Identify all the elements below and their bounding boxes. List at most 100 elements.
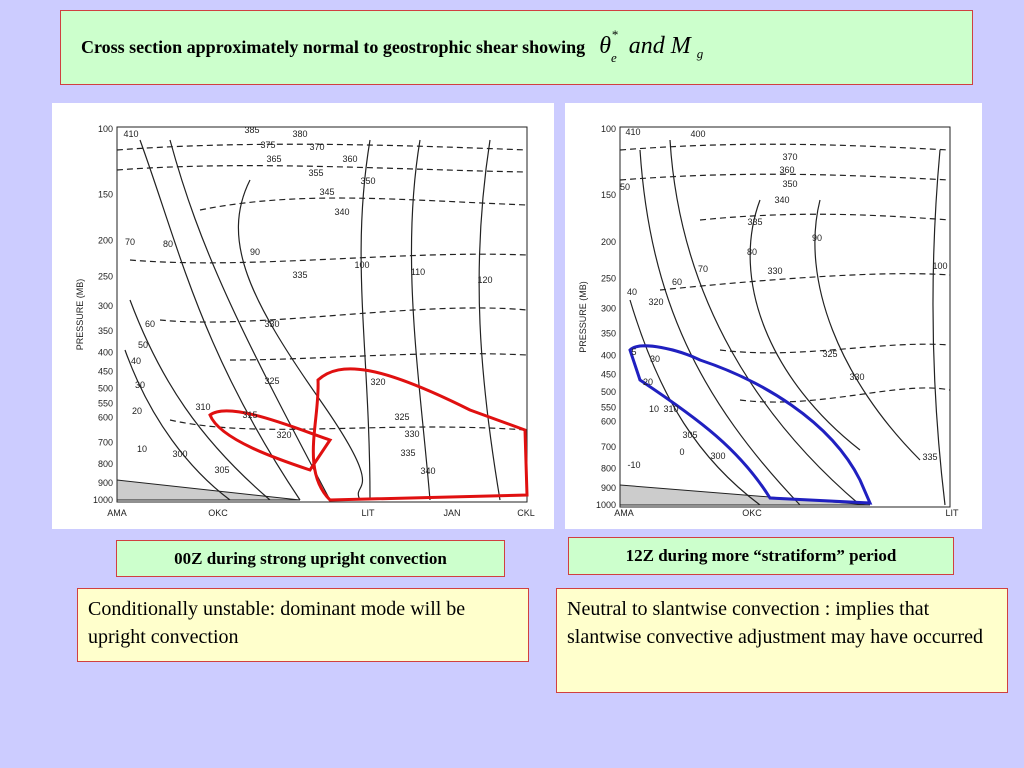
contour-label: 325 (822, 349, 837, 359)
contour-label: 380 (292, 129, 307, 139)
and: and (628, 32, 665, 59)
contour-label: 70 (125, 237, 135, 247)
caption: 12Z during more “stratiform” period (625, 546, 897, 565)
station-label: OKC (742, 508, 762, 518)
contour-label: 90 (812, 233, 822, 243)
contour-label: 10 (137, 444, 147, 454)
contour-label: 375 (260, 140, 275, 150)
sub: e (610, 50, 617, 66)
contour-label: 10 (649, 404, 659, 414)
station-label: AMA (107, 508, 127, 518)
contour-label: 310 (195, 402, 210, 412)
pressure-label: 300 (98, 301, 113, 311)
contour-label: 100 (932, 261, 947, 271)
contour-label: 350 (782, 179, 797, 189)
contour-label: 345 (319, 187, 334, 197)
pressure-label: 100 (601, 124, 616, 134)
note: Neutral to slantwise convection : implie… (567, 598, 983, 648)
cross-section-00z: 100 150 200 250 300 350 400 450 500 550 600 700 800 9… (52, 103, 554, 529)
caption-box: 12Z during more “stratiform” period (568, 537, 954, 575)
contour-label: 80 (747, 247, 757, 257)
pressure-label: 250 (98, 272, 113, 282)
contour-label: 325 (264, 376, 279, 386)
contour-label: 5 (631, 347, 636, 357)
contour-label: 385 (244, 125, 259, 135)
pressure-label: 800 (601, 464, 616, 474)
y-axis-label: PRESSURE (MB) (578, 281, 588, 353)
caption: 00Z during strong upright convection (174, 548, 447, 568)
contour-label: 320 (276, 430, 291, 440)
contour-label: 340 (420, 466, 435, 476)
contour-label: 90 (250, 247, 260, 257)
pressure-label: 700 (98, 438, 113, 448)
contour-label: 300 (172, 449, 187, 459)
contour-label: 400 (690, 129, 705, 139)
pressure-label: 500 (98, 383, 113, 393)
contour-label: 310 (663, 404, 678, 414)
pressure-label: 300 (601, 303, 616, 313)
title-box: Cross section approximately normal to ge… (60, 10, 973, 85)
contour-label: 330 (849, 372, 864, 382)
note: Conditionally unstable: dominant mode wi… (88, 598, 466, 648)
note-box: Neutral to slantwise convection : implie… (556, 588, 1008, 693)
contour-label: 320 (648, 297, 663, 307)
pressure-label: 350 (601, 329, 616, 339)
cross-section-12z: 1001502002503003504004505005506007008009… (565, 103, 982, 529)
pressure-label: 700 (601, 442, 616, 452)
pressure-label: 550 (98, 399, 113, 409)
pressure-label: 400 (601, 350, 616, 360)
pressure-label: 450 (601, 370, 616, 380)
contour-label: 330 (264, 319, 279, 329)
contour-label: -10 (627, 460, 640, 470)
contour-label: 20 (132, 406, 142, 416)
contour-label: 30 (135, 380, 145, 390)
contour-label: 40 (627, 287, 637, 297)
contour-label: 370 (309, 142, 324, 152)
station-label: JAN (443, 508, 460, 518)
pressure-label: 1000 (93, 495, 113, 505)
contour-label: 370 (782, 152, 797, 162)
pressure-label: 600 (98, 413, 113, 423)
contour-label: 340 (774, 195, 789, 205)
contour-label: 335 (922, 452, 937, 462)
y-axis-label: PRESSURE (MB) (75, 279, 85, 351)
contour-label: 50 (138, 340, 148, 350)
theta: θ (599, 32, 611, 59)
caption-box: 00Z during strong upright convection (116, 540, 505, 577)
contour-label: 30 (650, 354, 660, 364)
contour-label: 320 (370, 377, 385, 387)
station-label: LIT (945, 508, 959, 518)
title: Cross section approximately normal to ge… (81, 37, 586, 57)
pressure-label: 1000 (596, 500, 616, 510)
pressure-label: 150 (601, 190, 616, 200)
contour-label: 360 (779, 165, 794, 175)
m: M (670, 32, 691, 59)
station-label: CKL (517, 508, 535, 518)
contour-label: 60 (145, 319, 155, 329)
contour-label: 20 (643, 377, 653, 387)
contour-label: 100 (354, 260, 369, 270)
pressure-label: 900 (601, 483, 616, 493)
contour-label: 360 (342, 154, 357, 164)
contour-label: 410 (123, 129, 138, 139)
contour-label: 315 (242, 410, 257, 420)
contour-label: 335 (747, 217, 762, 227)
contour-label: 410 (625, 127, 640, 137)
contour-label: 330 (767, 266, 782, 276)
note-box: Conditionally unstable: dominant mode wi… (77, 588, 529, 662)
contour-label: 300 (710, 451, 725, 461)
contour-label: 305 (682, 430, 697, 440)
sup: * (611, 26, 618, 42)
pressure-label: 150 (98, 189, 113, 199)
sub-g: g (696, 46, 704, 62)
station-label: OKC (208, 508, 228, 518)
pressure-label: 500 (601, 387, 616, 397)
contour-label: 0 (679, 447, 684, 457)
contour-label: 80 (163, 239, 173, 249)
contour-label: 335 (400, 448, 415, 458)
pressure-label: 600 (601, 417, 616, 427)
contour-label: 330 (404, 429, 419, 439)
contour-label: 50 (620, 182, 630, 192)
